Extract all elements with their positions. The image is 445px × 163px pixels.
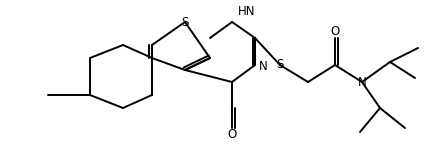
Text: N: N <box>259 60 268 74</box>
Text: HN: HN <box>238 5 255 18</box>
Text: S: S <box>276 59 284 72</box>
Text: S: S <box>181 15 189 29</box>
Text: O: O <box>227 128 237 141</box>
Text: O: O <box>330 25 340 38</box>
Text: N: N <box>358 75 366 89</box>
